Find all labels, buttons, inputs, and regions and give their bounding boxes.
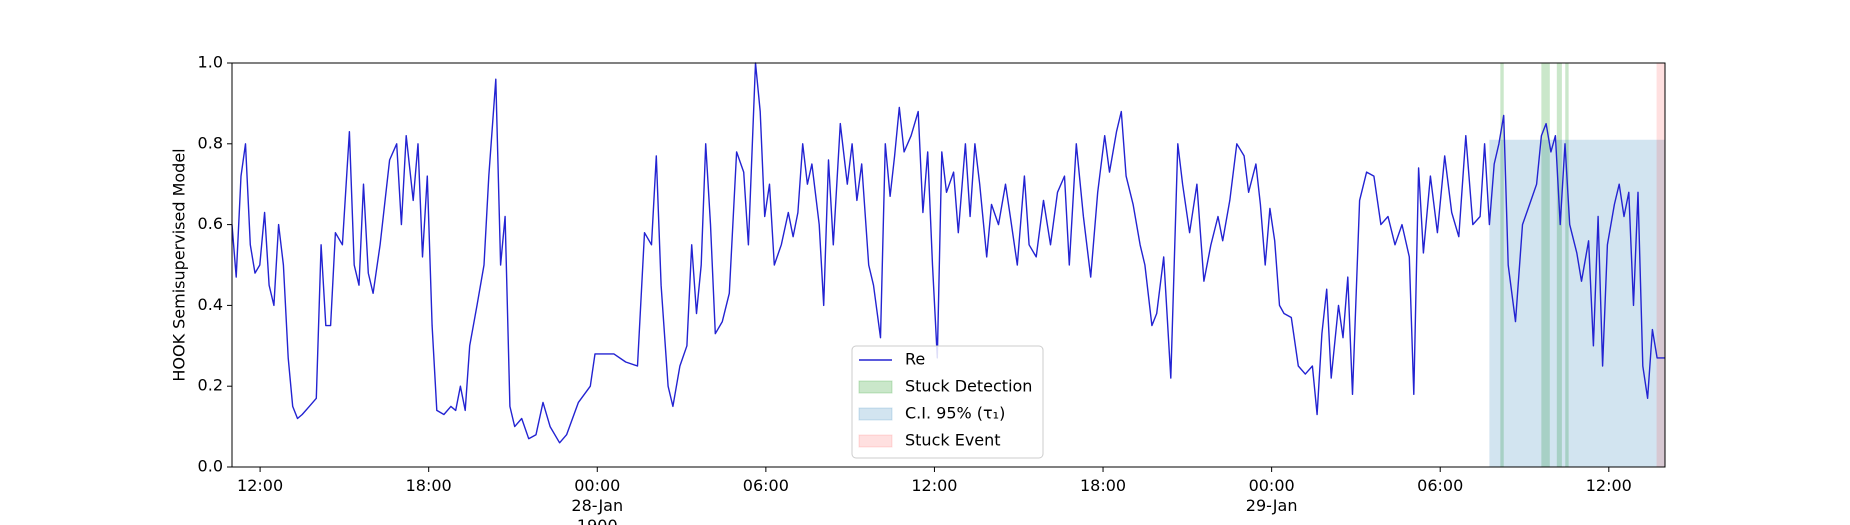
x-tick-label: 06:00 [1417,476,1464,495]
x-tick-label: 00:00 28-Jan 1900 [571,476,624,525]
legend-patch [858,407,893,421]
y-tick-label: 1.0 [198,53,223,72]
band [1500,63,1504,467]
legend-frame [851,345,1044,459]
x-tick-label: 06:00 [742,476,789,495]
legend-patch [858,434,893,448]
x-tick-label: 12:00 [911,476,958,495]
y-tick-label: 0.2 [198,376,223,395]
y-tick-label: 0.8 [198,133,223,152]
band [1656,63,1665,467]
x-tick-label: 12:00 [237,476,284,495]
x-tick-label: 18:00 [405,476,452,495]
legend: Re Stuck Detection C.I. 95% (τ₁) Stuck Even… [851,345,1044,459]
band [1565,63,1569,467]
series-line [231,62,1665,444]
y-tick-label: 0.4 [198,295,223,314]
legend-label: Re [905,350,925,369]
y-axis-label: HOOK Semisupervised Model [170,148,189,381]
y-tick-label: 0.6 [198,214,223,233]
band [1489,139,1665,467]
plot-frame [231,62,1666,468]
legend-label: Stuck Event [905,431,1001,450]
x-tick-label: 00:00 29-Jan [1245,476,1298,515]
legend-patch [858,380,893,394]
band [1556,63,1562,467]
legend-label: Stuck Detection [905,377,1032,396]
x-tick-label: 12:00 [1585,476,1632,495]
legend-label: C.I. 95% (τ₁) [905,404,1005,423]
y-tick-label: 0.0 [198,457,223,476]
band [1541,63,1550,467]
x-tick-label: 18:00 [1079,476,1127,495]
